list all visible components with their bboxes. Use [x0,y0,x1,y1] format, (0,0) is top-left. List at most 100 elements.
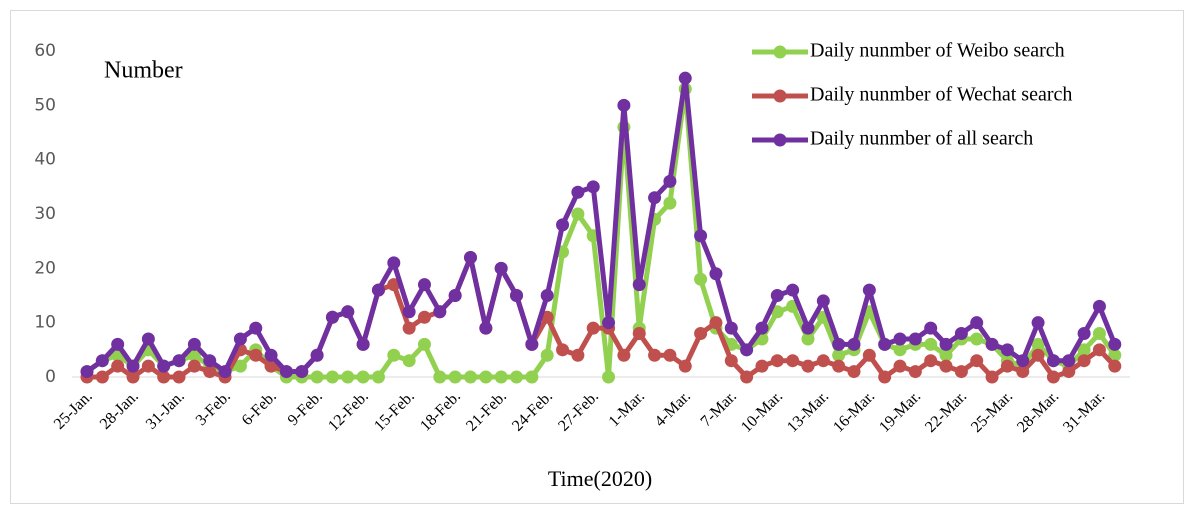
x-tick-label: 9-Feb. [285,388,326,429]
point [1077,343,1091,357]
point [924,354,938,368]
point [402,305,416,319]
y-tick-label: 0 [45,367,56,387]
x-axis-label: Time(2020) [548,466,652,491]
legend-label: Daily nunmber of Wechat search [810,84,1072,106]
point [985,337,999,351]
point [801,359,815,373]
point [939,337,953,351]
point [371,370,385,384]
point [525,370,539,384]
point [141,359,155,373]
point [1031,337,1045,351]
x-tick-label: 31-Mar. [1060,388,1108,436]
point [464,370,477,384]
point [387,348,401,362]
point [1031,316,1045,330]
point [172,370,186,384]
point [95,354,109,368]
point [464,250,477,264]
x-tick-label: 10-Mar. [738,388,786,436]
point [832,337,846,351]
point [279,365,293,379]
x-tick-label: 16-Mar. [830,388,878,436]
x-tick-label: 3-Feb. [193,388,234,429]
point [740,343,754,357]
point [479,321,493,335]
point [648,348,662,362]
x-tick-label: 31-Jan. [143,388,188,433]
point [709,267,723,281]
point [954,327,968,341]
point [970,354,984,368]
point [341,305,355,319]
point [111,337,125,351]
point [310,348,324,362]
point [264,348,278,362]
x-tick-label: 28-Mar. [1014,388,1062,436]
point [663,348,677,362]
point [1108,348,1122,362]
point [264,359,278,373]
point [387,256,401,270]
point [510,370,524,384]
point [203,365,217,379]
point [187,359,201,373]
point [187,348,201,362]
point [847,337,861,351]
point [433,370,447,384]
point [893,343,907,357]
point [95,370,109,384]
legend-marker [773,89,787,103]
point [494,261,508,275]
x-tick-label: 18-Feb. [417,388,464,435]
point [479,370,493,384]
point [402,321,416,335]
x-tick-label: 7-Mar. [698,388,741,431]
point [80,365,94,379]
x-tick-label: 28-Jan. [97,388,142,433]
point [1046,354,1060,368]
point [1108,337,1122,351]
point [417,310,431,324]
point [1077,327,1091,341]
point [571,348,585,362]
point [356,337,370,351]
point [985,370,999,384]
y-tick-label: 50 [34,95,56,115]
point [632,327,646,341]
point [663,196,677,210]
point [1016,354,1030,368]
point [157,370,171,384]
point [678,71,692,85]
point [847,365,861,379]
point [816,354,830,368]
x-tick-label: 6-Feb. [239,388,280,429]
point [893,332,907,346]
point [954,365,968,379]
point [371,283,385,297]
y-tick-label: 40 [34,150,56,170]
point [325,370,339,384]
point [295,365,309,379]
point [1077,354,1091,368]
point [417,337,431,351]
x-tick-label: 22-Mar. [922,388,970,436]
point [832,348,846,362]
point [402,354,416,368]
point [356,370,370,384]
point [939,348,953,362]
point [586,180,600,194]
point [448,289,462,302]
x-tick-label: 19-Mar. [876,388,924,436]
point [770,289,784,302]
x-tick-label: 25-Mar. [968,388,1016,436]
point [556,218,570,232]
point [540,289,554,302]
point [663,174,677,188]
point [1108,359,1122,373]
point [939,359,953,373]
y-tick-label: 20 [34,258,56,278]
point [694,272,708,286]
point [816,294,830,308]
